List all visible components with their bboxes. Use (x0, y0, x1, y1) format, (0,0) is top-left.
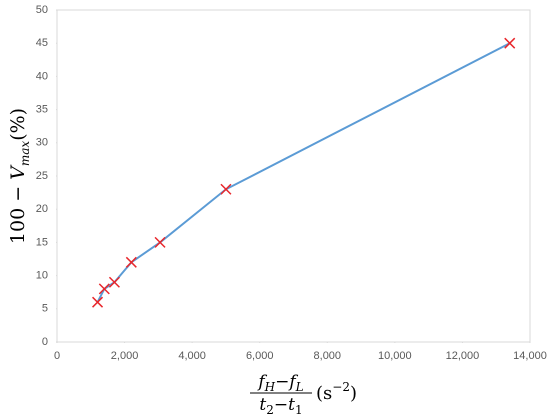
y-tick-label: 30 (36, 137, 48, 149)
x-label-part: L (295, 380, 304, 394)
y-label-part: V (7, 164, 29, 180)
y-tick-label: 45 (36, 37, 48, 49)
y-tick-label: 15 (36, 236, 48, 248)
data-line (96, 42, 511, 303)
x-label-part: f (256, 372, 267, 392)
marker (108, 276, 120, 288)
x-tick-label: 4,000 (178, 350, 206, 362)
y-tick-label: 35 (36, 104, 48, 116)
marker (125, 256, 137, 268)
y-axis-label: 100 − Vmax(%) (7, 108, 32, 244)
y-tick-label: 50 (36, 4, 48, 16)
x-tick-label: 0 (54, 350, 60, 362)
marker (92, 296, 104, 308)
y-tick-label: 5 (42, 303, 48, 315)
y-tick-label: 20 (36, 203, 48, 215)
y-tick-label: 10 (36, 270, 48, 282)
x-label-part: f (287, 372, 298, 392)
x-tick-label: 8,000 (314, 350, 342, 362)
x-label-unit: (s−2) (316, 380, 357, 404)
y-tick-label: 40 (36, 70, 48, 82)
y-tick-label: 25 (36, 170, 48, 182)
x-tick-label: 2,000 (111, 350, 139, 362)
y-label-part: max (18, 141, 32, 167)
x-tick-label: 12,000 (446, 350, 480, 362)
x-label-part: 1 (295, 403, 303, 417)
x-label-part: 2 (266, 403, 274, 417)
marker (98, 283, 110, 295)
marker (504, 37, 516, 49)
x-label-part: t (259, 395, 266, 415)
x-label-part: −2 (332, 380, 350, 394)
x-tick-label: 10,000 (378, 350, 412, 362)
marker (154, 236, 166, 248)
x-label-denominator: t2−t1 (259, 395, 302, 417)
x-label-part: t (288, 395, 295, 415)
x-tick-label: 6,000 (246, 350, 274, 362)
x-label-part: − (274, 395, 288, 415)
plot-frame (56, 9, 531, 343)
y-label-part: (%) (7, 108, 29, 141)
x-label-part: − (275, 372, 289, 392)
marker (220, 183, 232, 195)
x-label-part: (s (316, 383, 332, 404)
y-tick-label: 0 (42, 336, 48, 348)
x-label-numerator: fH−fL (256, 372, 303, 394)
y-label-part: 100 − (7, 180, 29, 244)
x-label-part: ) (350, 383, 357, 404)
x-label-part: H (264, 380, 276, 394)
x-tick-label: 14,000 (513, 350, 547, 362)
